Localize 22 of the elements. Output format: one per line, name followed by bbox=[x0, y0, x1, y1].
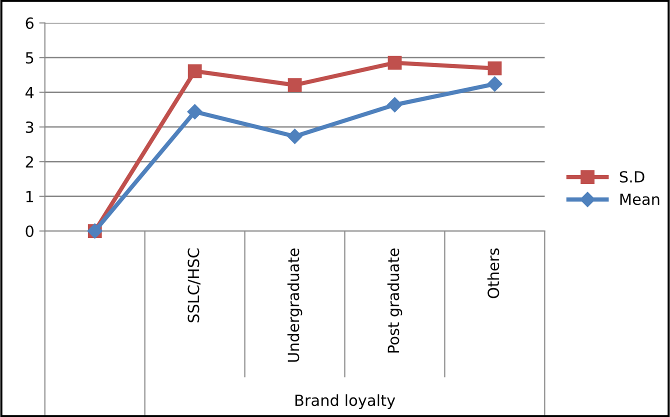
point bbox=[388, 56, 402, 70]
x-tick-label: Others bbox=[487, 248, 500, 298]
point bbox=[288, 78, 302, 92]
point bbox=[188, 64, 202, 78]
y-tick-label: 1 bbox=[26, 191, 34, 202]
x-tick-label: Post graduate bbox=[387, 248, 402, 352]
point bbox=[487, 76, 502, 92]
x-tick-label: Undergraduate bbox=[287, 248, 302, 362]
y-tick-label: 6 bbox=[26, 17, 34, 29]
point bbox=[387, 97, 402, 112]
point bbox=[488, 61, 502, 76]
point bbox=[287, 128, 302, 144]
y-tick-label: 4 bbox=[26, 86, 34, 98]
x-tick-label: SSLC/HSC bbox=[188, 248, 200, 322]
point bbox=[187, 104, 202, 120]
y-tick-label: 2 bbox=[26, 156, 33, 168]
y-tick-label: 5 bbox=[26, 52, 34, 64]
legend-label: Mean bbox=[620, 194, 660, 206]
y-tick-label: 0 bbox=[26, 225, 34, 238]
x-axis-title: Brand loyalty bbox=[295, 394, 396, 410]
legend-label: S.D bbox=[620, 171, 644, 183]
y-tick-label: 3 bbox=[26, 121, 34, 133]
